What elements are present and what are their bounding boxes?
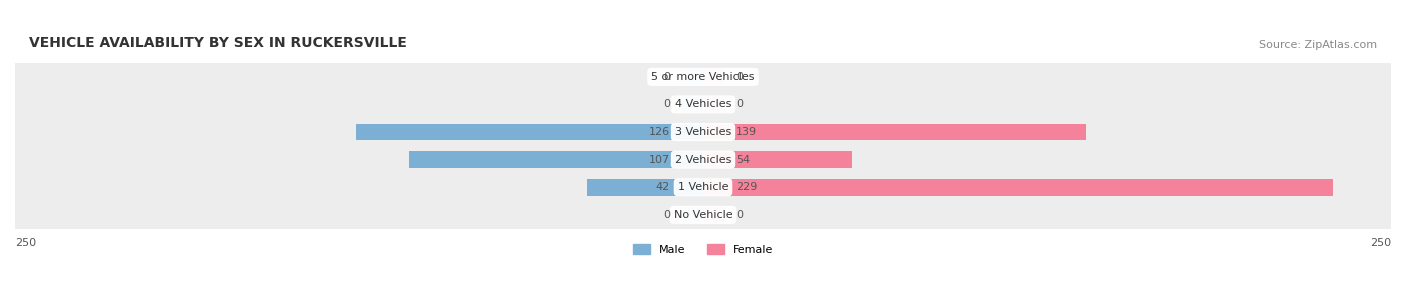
- Text: VEHICLE AVAILABILITY BY SEX IN RUCKERSVILLE: VEHICLE AVAILABILITY BY SEX IN RUCKERSVI…: [28, 36, 406, 50]
- Text: 229: 229: [735, 182, 758, 192]
- Bar: [15, 63, 1391, 91]
- Bar: [703, 179, 1333, 196]
- Bar: [703, 69, 725, 85]
- Text: 0: 0: [735, 99, 742, 109]
- Bar: [409, 151, 703, 168]
- Bar: [703, 206, 725, 223]
- Text: 0: 0: [664, 99, 671, 109]
- Text: 0: 0: [664, 210, 671, 220]
- Text: 107: 107: [648, 155, 671, 165]
- Bar: [681, 69, 703, 85]
- Text: 0: 0: [735, 210, 742, 220]
- Bar: [703, 124, 1085, 140]
- Text: 42: 42: [655, 182, 671, 192]
- Text: No Vehicle: No Vehicle: [673, 210, 733, 220]
- Bar: [681, 96, 703, 113]
- Text: 1 Vehicle: 1 Vehicle: [678, 182, 728, 192]
- Bar: [15, 146, 1391, 174]
- Text: 126: 126: [648, 127, 671, 137]
- Text: 250: 250: [15, 238, 37, 248]
- Bar: [703, 96, 725, 113]
- Bar: [15, 91, 1391, 118]
- Bar: [15, 201, 1391, 229]
- Text: 250: 250: [1369, 238, 1391, 248]
- Text: 2 Vehicles: 2 Vehicles: [675, 155, 731, 165]
- Text: 139: 139: [735, 127, 758, 137]
- Text: 54: 54: [735, 155, 751, 165]
- Text: 0: 0: [735, 72, 742, 82]
- Text: 5 or more Vehicles: 5 or more Vehicles: [651, 72, 755, 82]
- Text: 4 Vehicles: 4 Vehicles: [675, 99, 731, 109]
- Text: 0: 0: [664, 72, 671, 82]
- Bar: [15, 118, 1391, 146]
- Bar: [356, 124, 703, 140]
- Bar: [703, 151, 852, 168]
- Text: Source: ZipAtlas.com: Source: ZipAtlas.com: [1260, 40, 1378, 50]
- Text: 3 Vehicles: 3 Vehicles: [675, 127, 731, 137]
- Bar: [588, 179, 703, 196]
- Bar: [681, 206, 703, 223]
- Bar: [15, 174, 1391, 201]
- Legend: Male, Female: Male, Female: [628, 240, 778, 260]
